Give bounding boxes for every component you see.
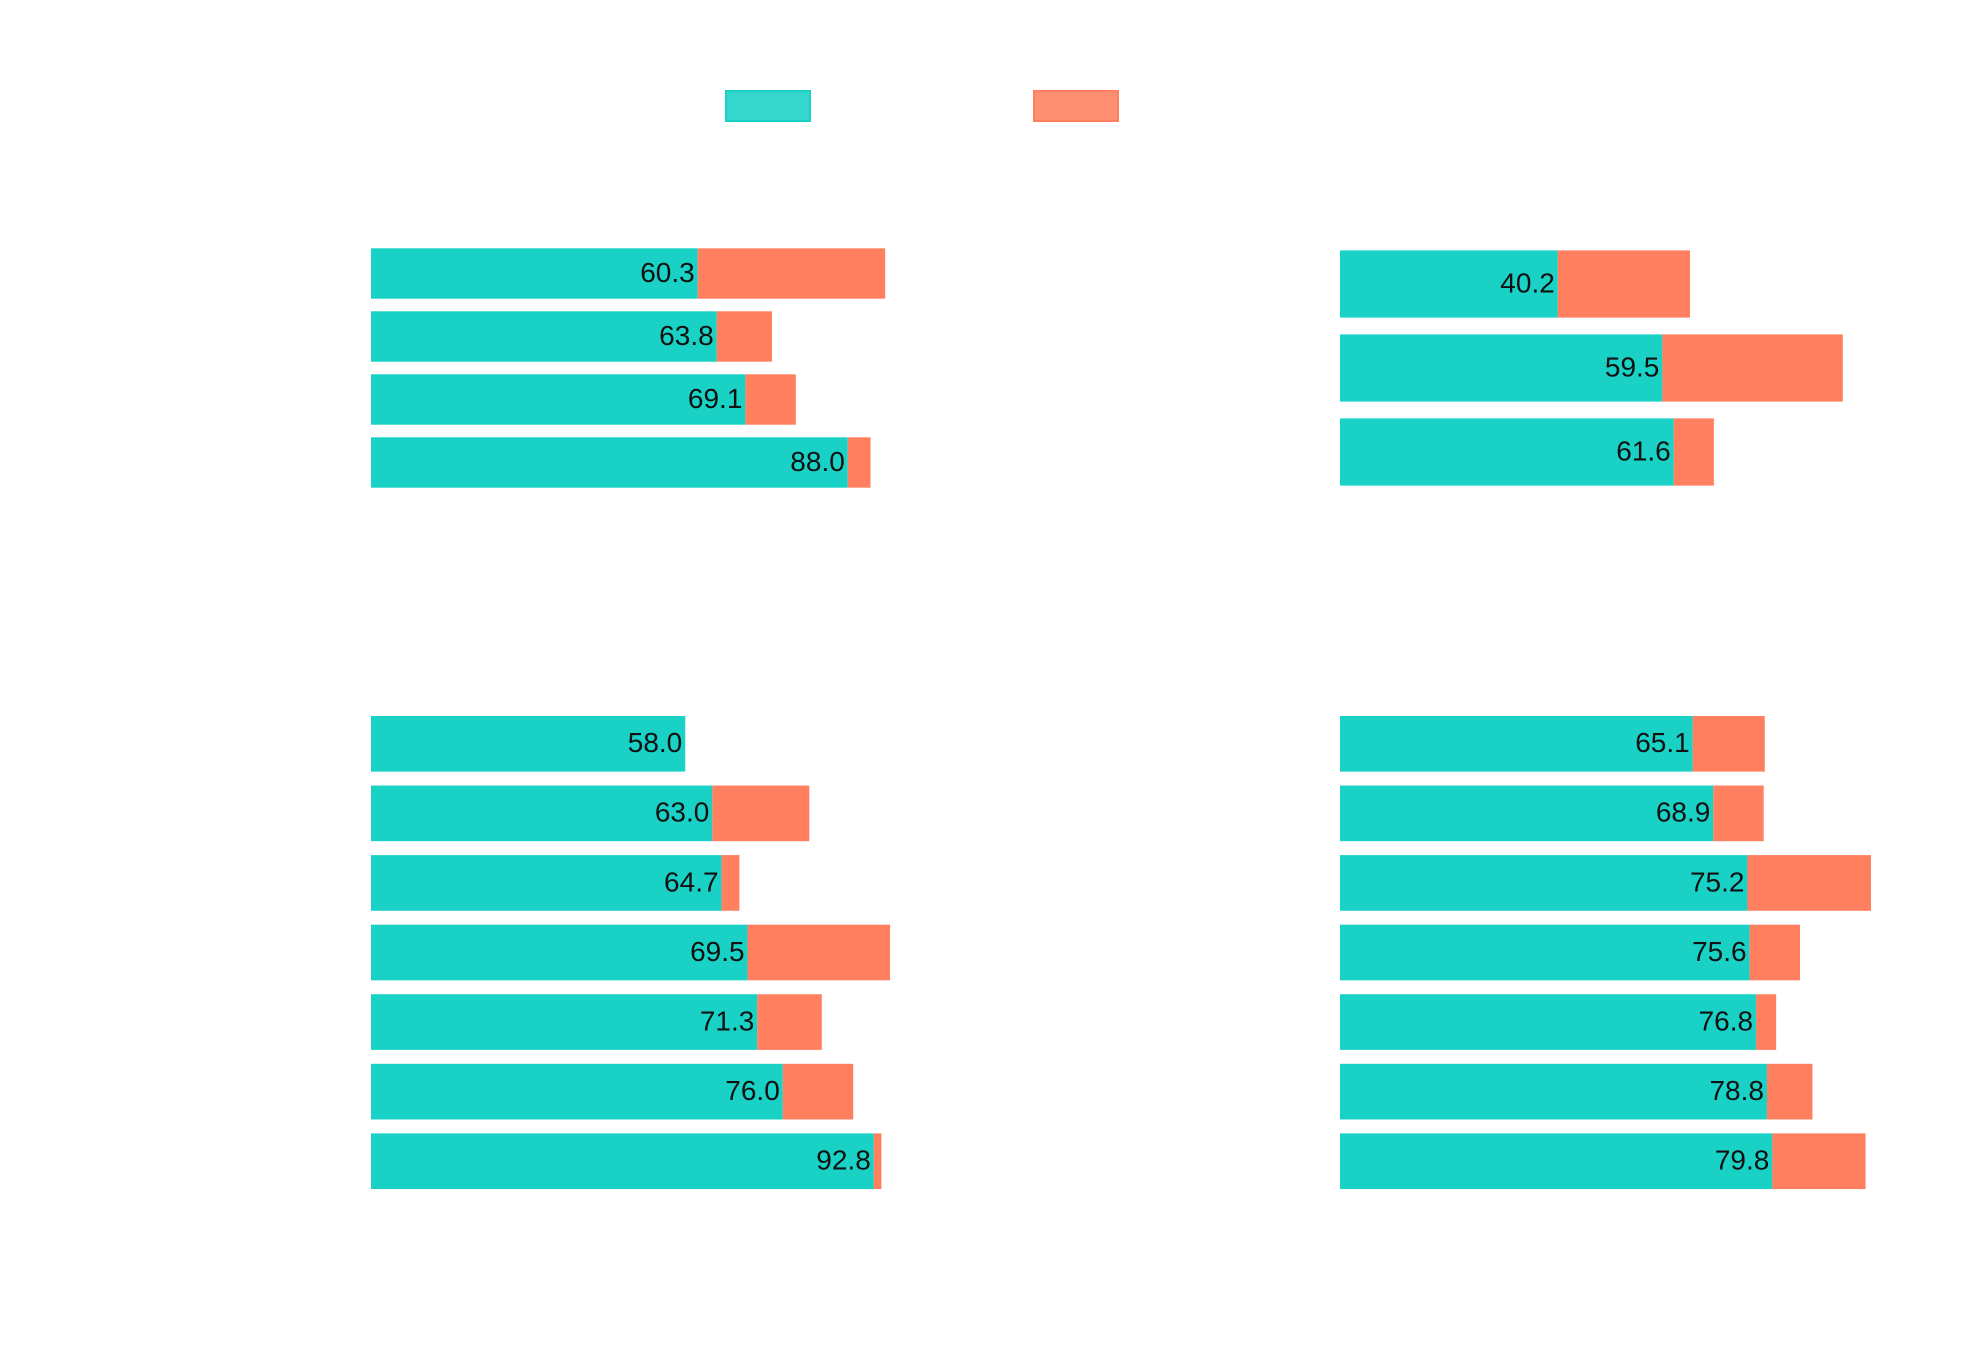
bar-segment xyxy=(1713,785,1764,842)
bar-segment xyxy=(1756,994,1777,1050)
bar-segment xyxy=(371,311,717,362)
bar-segment xyxy=(1340,715,1693,772)
value-label: 65.1 xyxy=(1635,727,1690,758)
bar-segment xyxy=(371,924,748,981)
bar-segment xyxy=(1766,1063,1813,1120)
value-label: 78.8 xyxy=(1709,1075,1764,1106)
bar-segment xyxy=(371,994,758,1050)
bar-segment xyxy=(745,374,796,425)
bar-segment xyxy=(1340,785,1714,842)
bar-segment xyxy=(757,994,822,1050)
legend-swatch xyxy=(1033,90,1119,122)
bar-segment xyxy=(712,785,810,842)
value-label: 71.3 xyxy=(700,1005,755,1036)
value-label: 88.0 xyxy=(790,446,845,477)
value-label: 68.9 xyxy=(1656,797,1711,828)
legend-swatch xyxy=(725,90,811,122)
bar-segment xyxy=(1662,334,1843,402)
value-label: 76.0 xyxy=(725,1075,780,1106)
bar-segment xyxy=(1340,418,1674,486)
value-label: 69.1 xyxy=(688,383,743,414)
bar-segment xyxy=(371,1063,783,1120)
bar-segment xyxy=(371,437,848,488)
value-label: 40.2 xyxy=(1500,267,1555,298)
bar-segment xyxy=(873,1133,882,1190)
bar-segment xyxy=(1340,924,1750,981)
bar-segment xyxy=(1747,855,1871,911)
bar-segment xyxy=(1340,1133,1773,1190)
value-label: 58.0 xyxy=(628,727,683,758)
bar-segment xyxy=(371,374,746,425)
bar-segment xyxy=(371,1133,874,1190)
bar-segment xyxy=(1673,418,1714,486)
bar-segment xyxy=(697,248,886,299)
bar-segment xyxy=(371,248,698,299)
bar-segment xyxy=(1340,250,1558,318)
bar-segment xyxy=(782,1063,854,1120)
bar-segment xyxy=(1340,994,1757,1050)
value-label: 92.8 xyxy=(816,1145,871,1176)
bar-segment xyxy=(1772,1133,1866,1190)
bar-segment xyxy=(1557,250,1691,318)
value-label: 69.5 xyxy=(690,936,745,967)
value-label: 75.6 xyxy=(1692,936,1747,967)
bar-segment xyxy=(847,437,871,488)
bar-segment xyxy=(1340,334,1663,402)
bar-segment xyxy=(1692,715,1765,772)
bar-segment xyxy=(716,311,772,362)
bar-segment xyxy=(1340,1063,1767,1120)
bar-segment xyxy=(371,855,722,911)
value-label: 75.2 xyxy=(1690,866,1745,897)
bar-segment xyxy=(1749,924,1801,981)
bar-segment xyxy=(371,715,686,772)
bar-segment xyxy=(1340,855,1748,911)
value-label: 64.7 xyxy=(664,866,719,897)
value-label: 59.5 xyxy=(1605,351,1660,382)
value-label: 63.0 xyxy=(655,797,710,828)
value-label: 63.8 xyxy=(659,320,714,351)
value-label: 79.8 xyxy=(1715,1145,1770,1176)
bar-segment xyxy=(747,924,891,981)
value-label: 61.6 xyxy=(1616,435,1671,466)
bar-segment xyxy=(721,855,740,911)
value-label: 60.3 xyxy=(640,257,695,288)
bar-segment xyxy=(371,785,713,842)
value-label: 76.8 xyxy=(1699,1005,1754,1036)
